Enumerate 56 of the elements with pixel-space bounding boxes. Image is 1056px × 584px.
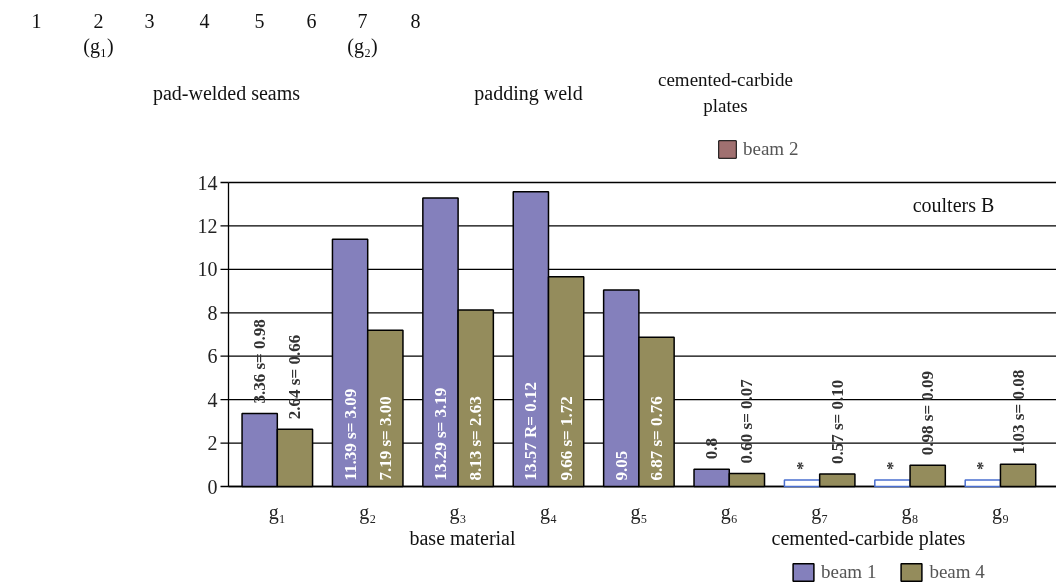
x-tick-label: g₂ <box>359 500 377 524</box>
x-tick-label: g₄ <box>540 500 557 524</box>
data-label: 8.13 s= 2.63 <box>466 396 486 481</box>
data-label: 0.57 s= 0.10 <box>827 379 847 465</box>
legend-label: beam 2 <box>743 138 799 160</box>
y-tick-label: 12 <box>197 214 218 237</box>
legend-label: beam 1 <box>821 561 877 583</box>
text: pad-welded seams <box>152 81 301 105</box>
data-label: 11.39 s= 3.09 <box>340 388 360 481</box>
x-tick-label: g₇ <box>811 500 829 524</box>
x-tick-label: g₈ <box>901 500 919 524</box>
text: (g₂) <box>347 34 378 58</box>
bar <box>964 479 1002 488</box>
x-tick-label: g₉ <box>991 500 1009 524</box>
text: cemented-carbide plates <box>771 526 966 550</box>
legend-label: beam 4 <box>929 561 985 583</box>
data-label: * <box>973 461 993 470</box>
data-label: 1.03 s= 0.08 <box>1008 369 1028 455</box>
x-tick-label: g₆ <box>720 500 738 524</box>
text: 1 <box>31 9 42 32</box>
data-label: 3.36 s= 0.98 <box>250 319 270 404</box>
text: 8 <box>410 9 421 32</box>
data-label: 9.66 s= 1.72 <box>556 396 576 481</box>
text: 7 <box>357 9 368 32</box>
y-tick-label: 8 <box>207 301 218 324</box>
data-label: 0.98 s= 0.09 <box>918 370 938 456</box>
text: 6 <box>306 9 317 32</box>
x-tick-label: g₁ <box>268 500 286 524</box>
y-tick-label: 10 <box>197 258 218 281</box>
annotation: coulters B <box>912 193 995 216</box>
x-tick-label: g₃ <box>449 500 467 524</box>
data-label: 6.87 s= 0.76 <box>647 396 667 481</box>
data-label: 2.64 s= 0.66 <box>285 334 305 420</box>
data-label: 9.05 <box>611 450 631 481</box>
text: 3 <box>144 9 155 32</box>
data-label: 7.19 s= 3.00 <box>375 396 395 481</box>
data-label: * <box>792 461 812 470</box>
y-tick-label: 6 <box>207 345 218 368</box>
text: 5 <box>254 9 265 32</box>
text: padding weld <box>474 81 583 105</box>
text: cemented-carbide plates <box>657 69 794 116</box>
y-tick-label: 4 <box>207 388 218 411</box>
bar <box>874 479 911 488</box>
data-label: 0.60 s= 0.07 <box>737 378 757 464</box>
data-label: 13.57 R= 0.12 <box>521 382 541 481</box>
text: (g₁) <box>83 34 114 58</box>
y-tick-label: 2 <box>207 432 218 455</box>
data-label: 13.29 s= 3.19 <box>430 387 450 481</box>
x-tick-label: g₅ <box>630 500 648 524</box>
y-tick-label: 14 <box>197 171 218 194</box>
data-label: 0.8 <box>702 437 722 460</box>
data-label: * <box>882 461 902 470</box>
y-tick-label: 0 <box>207 475 218 498</box>
text: base material <box>409 526 516 549</box>
text: 2 <box>93 9 104 32</box>
bar <box>783 479 821 488</box>
